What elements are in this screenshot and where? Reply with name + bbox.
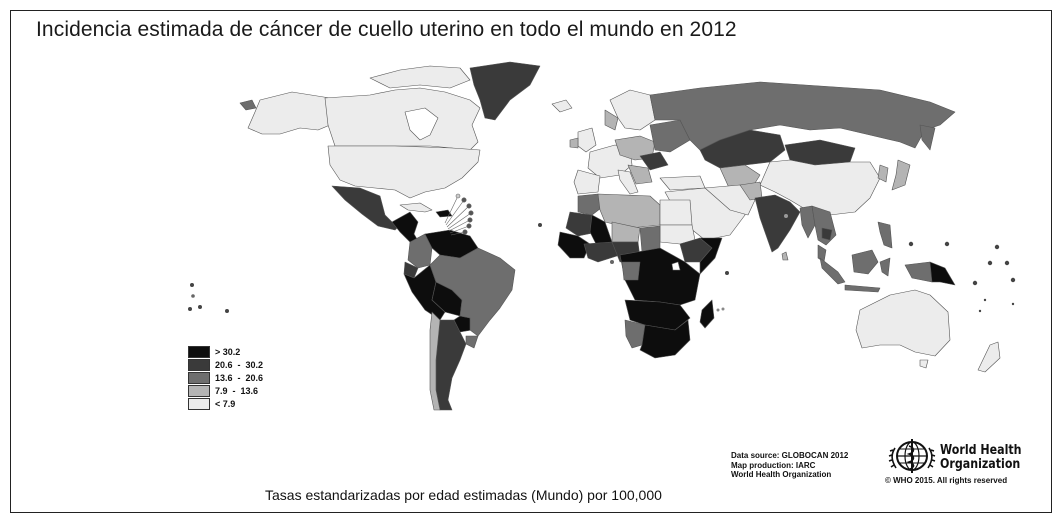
region-cameroon-gabon <box>621 261 641 281</box>
legend-label: > 30.2 <box>215 346 241 357</box>
region-ireland <box>569 137 579 149</box>
region-kazakhstan <box>699 129 786 169</box>
region-canada <box>324 87 481 153</box>
region-sri-lanka <box>781 251 789 261</box>
region-argentina <box>435 319 467 411</box>
region-sulawesi <box>879 257 891 277</box>
region-morocco <box>577 193 606 216</box>
region-russia <box>649 81 956 151</box>
region-scandinavia <box>609 89 656 131</box>
region-italy <box>617 169 639 195</box>
region-philippines <box>877 221 893 249</box>
region-west-africa-coast <box>557 231 591 259</box>
map-subtitle: Tasas estandarizadas por edad estimadas … <box>265 487 662 503</box>
region-uk <box>577 127 597 153</box>
region-west-africa <box>583 241 621 263</box>
legend-item: 7.9 - 13.6 <box>188 384 263 397</box>
data-credits: Data source: GLOBOCAN 2012 Map productio… <box>731 451 848 480</box>
legend-label: 20.6 - 30.2 <box>215 359 264 370</box>
legend-item: < 7.9 <box>188 397 263 410</box>
map-title: Incidencia estimada de cáncer de cuello … <box>36 18 737 41</box>
legend-item: > 30.2 <box>188 345 263 358</box>
region-arctic-islands <box>369 65 471 89</box>
who-emblem-icon <box>888 439 936 473</box>
region-korea <box>877 164 889 183</box>
region-mexico <box>331 185 401 231</box>
region-iran <box>704 184 756 216</box>
who-copyright: © WHO 2015. All rights reserved <box>885 476 1008 485</box>
legend-label: 13.6 - 20.6 <box>215 372 264 383</box>
legend-swatch <box>188 358 210 371</box>
region-new-zealand <box>977 341 1001 373</box>
region-japan <box>891 159 911 191</box>
region-greenland <box>469 61 541 121</box>
legend-label: < 7.9 <box>215 398 236 409</box>
region-hispaniola <box>435 209 453 218</box>
region-norway-edge <box>604 109 619 131</box>
region-myanmar <box>799 205 816 239</box>
region-sumatra <box>819 257 846 285</box>
region-borneo <box>851 249 879 275</box>
region-india <box>754 194 801 253</box>
region-australia <box>855 289 951 357</box>
region-balkans <box>627 164 653 185</box>
region-iberia <box>573 169 601 195</box>
region-algeria-libya <box>597 193 661 229</box>
legend: > 30.2 20.6 - 30.2 13.6 - 20.6 7.9 - 13.… <box>188 345 263 410</box>
caribbean-callouts <box>444 193 474 236</box>
legend-swatch <box>188 371 210 384</box>
region-uruguay <box>465 335 479 349</box>
region-china <box>759 159 881 216</box>
region-aleutian-gray <box>239 99 257 111</box>
lake-victoria <box>671 261 681 271</box>
legend-swatch <box>188 345 210 358</box>
credits-organization: World Health Organization <box>731 470 832 479</box>
legend-item: 13.6 - 20.6 <box>188 371 263 384</box>
region-romania <box>639 151 669 171</box>
region-new-guinea-west <box>904 261 933 283</box>
legend-label: 7.9 - 13.6 <box>215 385 259 396</box>
region-alaska <box>247 91 331 135</box>
region-egypt <box>659 199 693 226</box>
region-turkey <box>659 175 706 191</box>
region-kamchatka <box>919 124 936 151</box>
region-eastern-europe <box>649 119 691 153</box>
region-namibia <box>624 319 646 349</box>
region-southern-africa <box>639 319 691 359</box>
legend-swatch <box>188 384 210 397</box>
who-name: World Health Organization <box>940 443 1022 472</box>
region-caribbean <box>399 202 433 213</box>
island-dots <box>188 214 1016 313</box>
legend-item: 20.6 - 30.2 <box>188 358 263 371</box>
region-tasmania <box>919 359 929 369</box>
region-chile <box>429 311 441 411</box>
region-cambodia <box>821 227 833 241</box>
region-madagascar <box>699 299 715 329</box>
region-hudson-bay <box>404 107 439 141</box>
region-papua-new-guinea <box>929 261 956 286</box>
region-chad <box>639 225 661 253</box>
credits-data-source: Data source: GLOBOCAN 2012 <box>731 451 849 460</box>
region-usa <box>327 145 481 199</box>
region-java <box>844 284 881 293</box>
region-iceland <box>551 99 573 113</box>
legend-swatch <box>188 397 210 410</box>
credits-map-production: Map production: IARC <box>731 460 816 470</box>
